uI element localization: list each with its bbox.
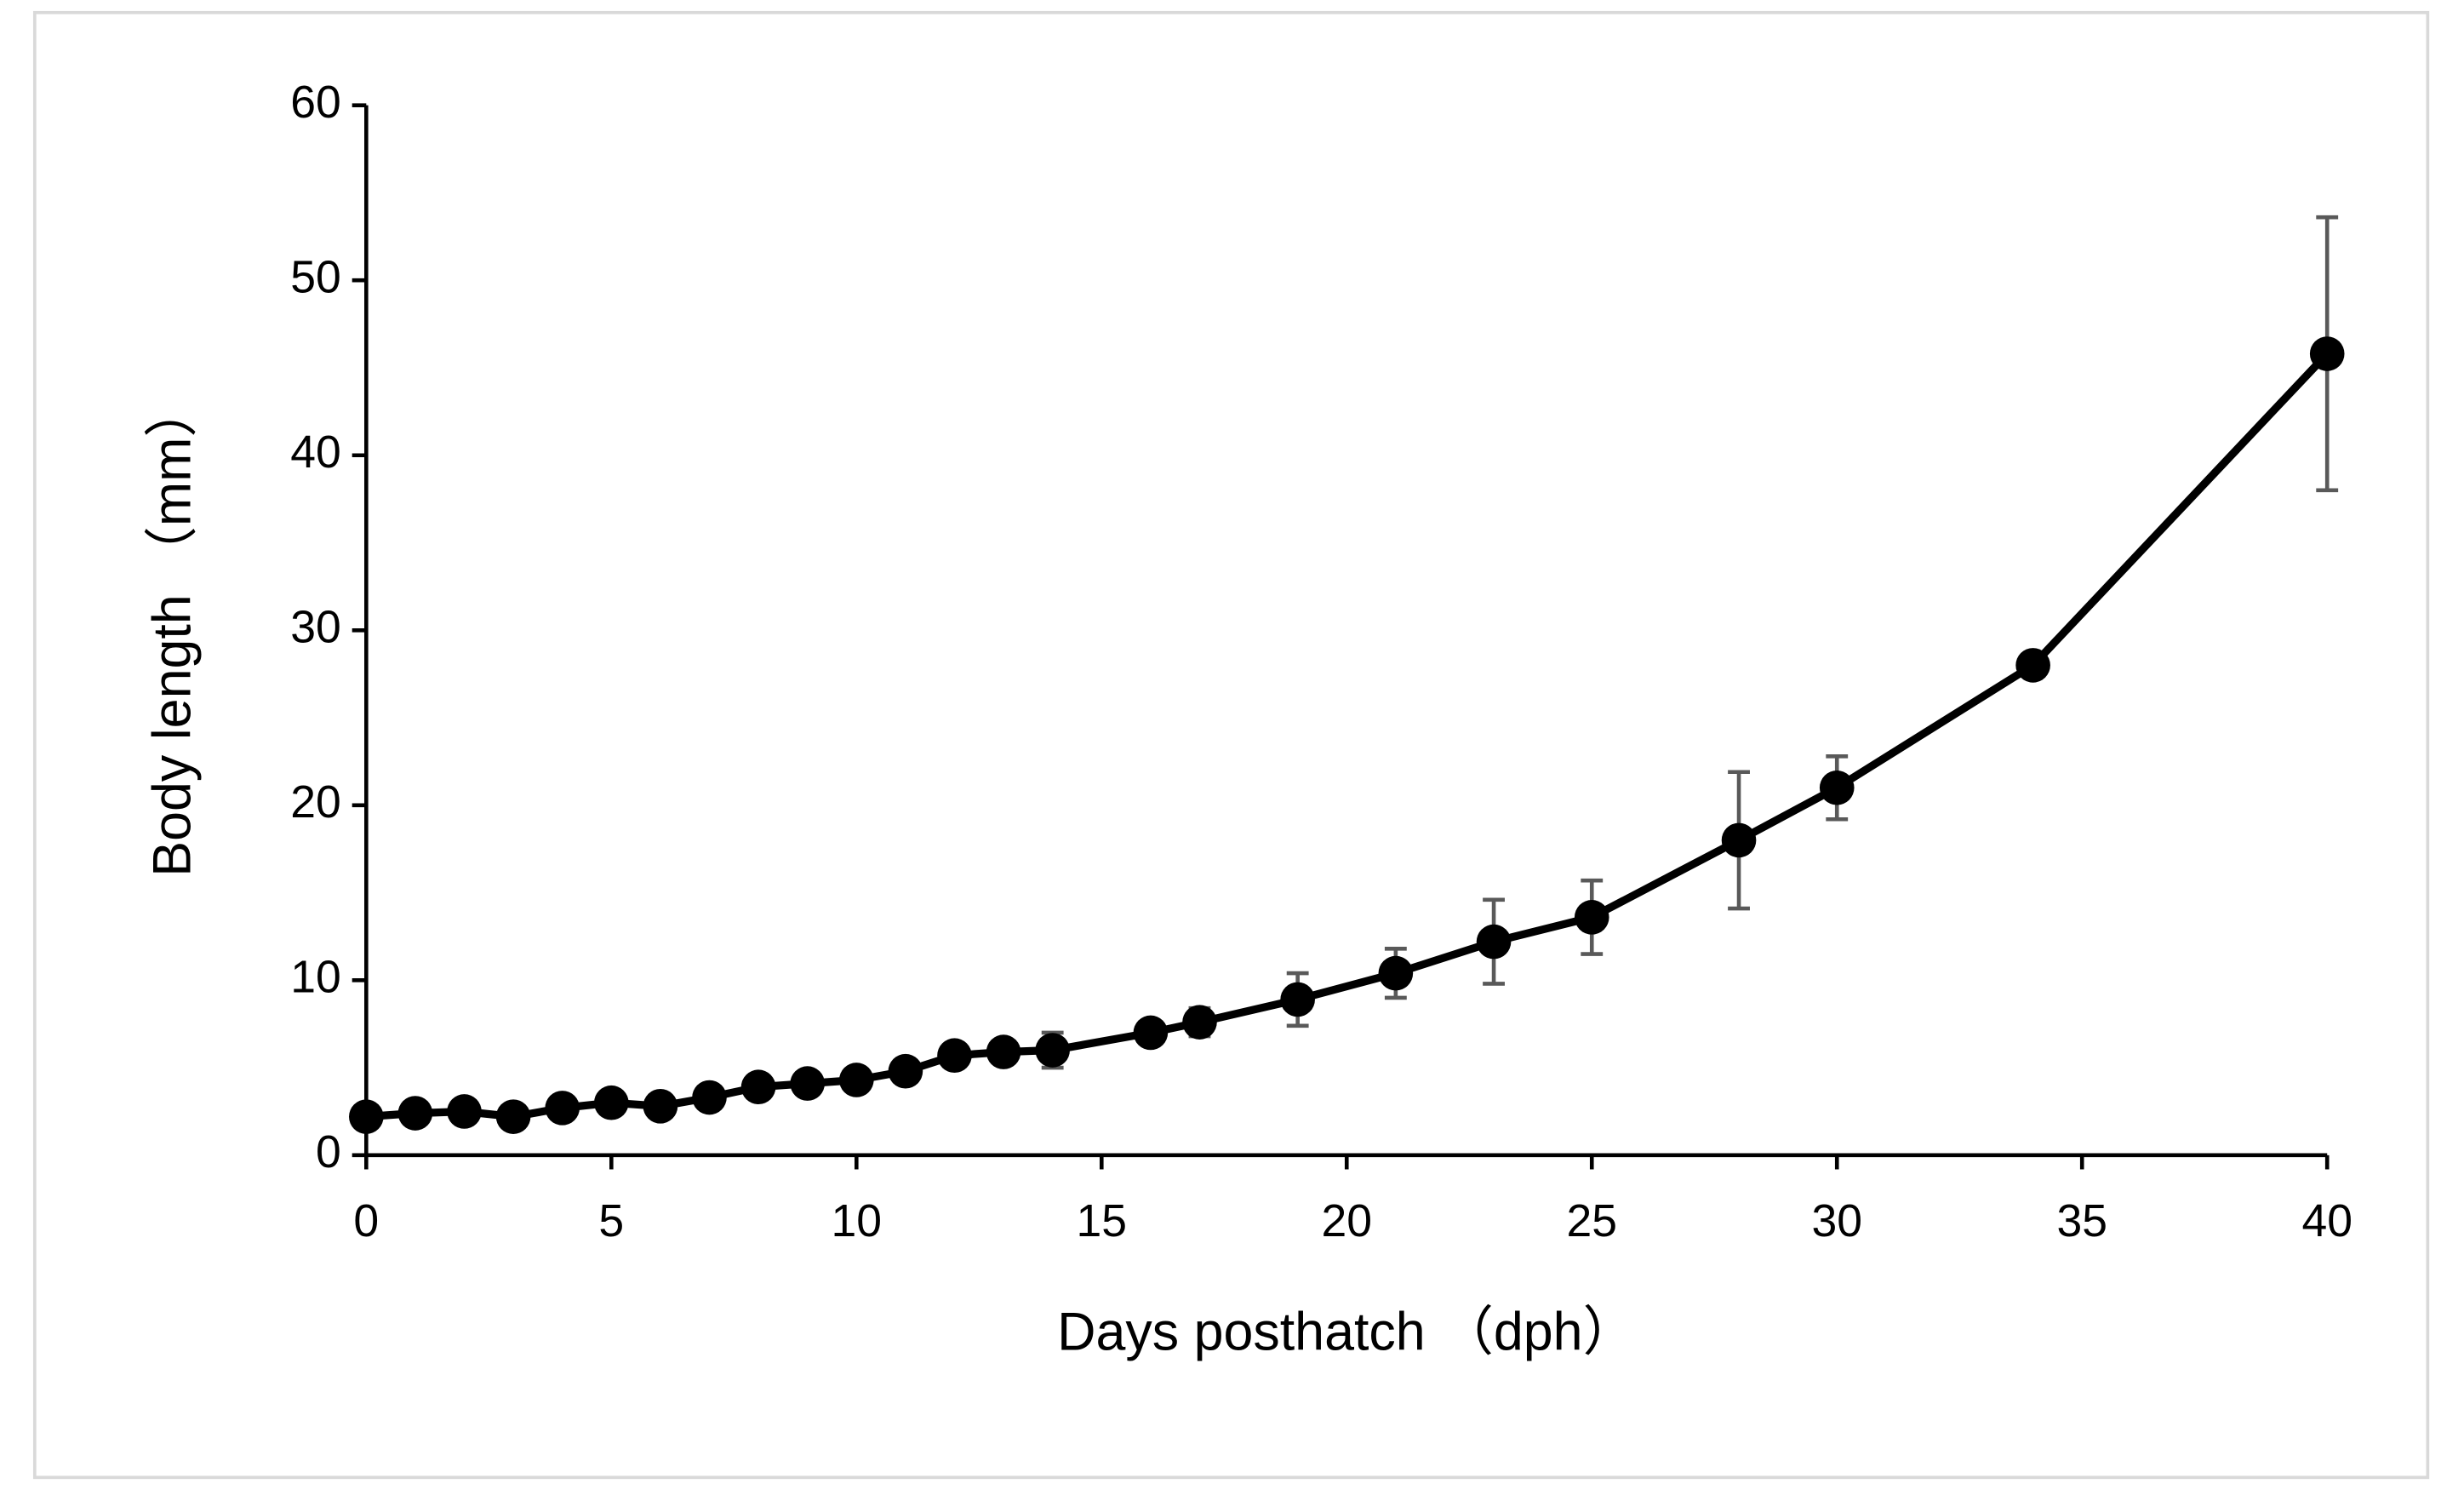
data-point [2015, 648, 2050, 683]
y-tick-label: 40 [290, 427, 341, 478]
data-point [545, 1091, 580, 1126]
x-tick-label: 30 [1811, 1196, 1862, 1246]
y-tick-label: 60 [290, 77, 341, 128]
y-axis-title: Body length （mm） [143, 384, 203, 877]
data-point [1378, 955, 1414, 991]
x-tick-label: 5 [598, 1196, 624, 1246]
x-tick-label: 25 [1566, 1196, 1617, 1246]
data-point [888, 1053, 923, 1089]
data-point [838, 1063, 874, 1097]
data-point [692, 1080, 727, 1115]
y-tick-label: 30 [290, 602, 341, 652]
data-point [790, 1066, 825, 1101]
data-point [937, 1038, 972, 1074]
y-tick-label: 10 [290, 952, 341, 1002]
data-point [593, 1085, 629, 1120]
x-tick-label: 35 [2056, 1196, 2107, 1246]
data-point [1476, 924, 1512, 960]
data-point [986, 1034, 1021, 1069]
data-point [643, 1089, 678, 1124]
chart-border [32, 10, 2430, 1480]
data-point [447, 1094, 482, 1129]
data-point [2309, 336, 2345, 371]
data-point [495, 1099, 531, 1134]
data-point [349, 1099, 384, 1134]
x-tick-label: 20 [1321, 1196, 1372, 1246]
y-tick-label: 0 [316, 1127, 341, 1177]
x-tick-label: 0 [353, 1196, 379, 1246]
data-point [1721, 822, 1757, 858]
y-tick-label: 50 [290, 252, 341, 302]
y-tick-label: 20 [290, 777, 341, 828]
x-tick-label: 40 [2301, 1196, 2353, 1246]
data-point [1819, 770, 1855, 805]
data-point [740, 1069, 776, 1105]
data-point [397, 1096, 433, 1131]
data-point [1182, 1005, 1217, 1040]
data-point [1280, 982, 1315, 1017]
x-tick-label: 10 [832, 1196, 883, 1246]
data-point [1574, 900, 1609, 935]
x-tick-label: 15 [1077, 1196, 1128, 1246]
x-axis-title: Days posthatch （dph） [1057, 1303, 1636, 1362]
data-point [1133, 1015, 1169, 1051]
data-point [1035, 1033, 1070, 1068]
